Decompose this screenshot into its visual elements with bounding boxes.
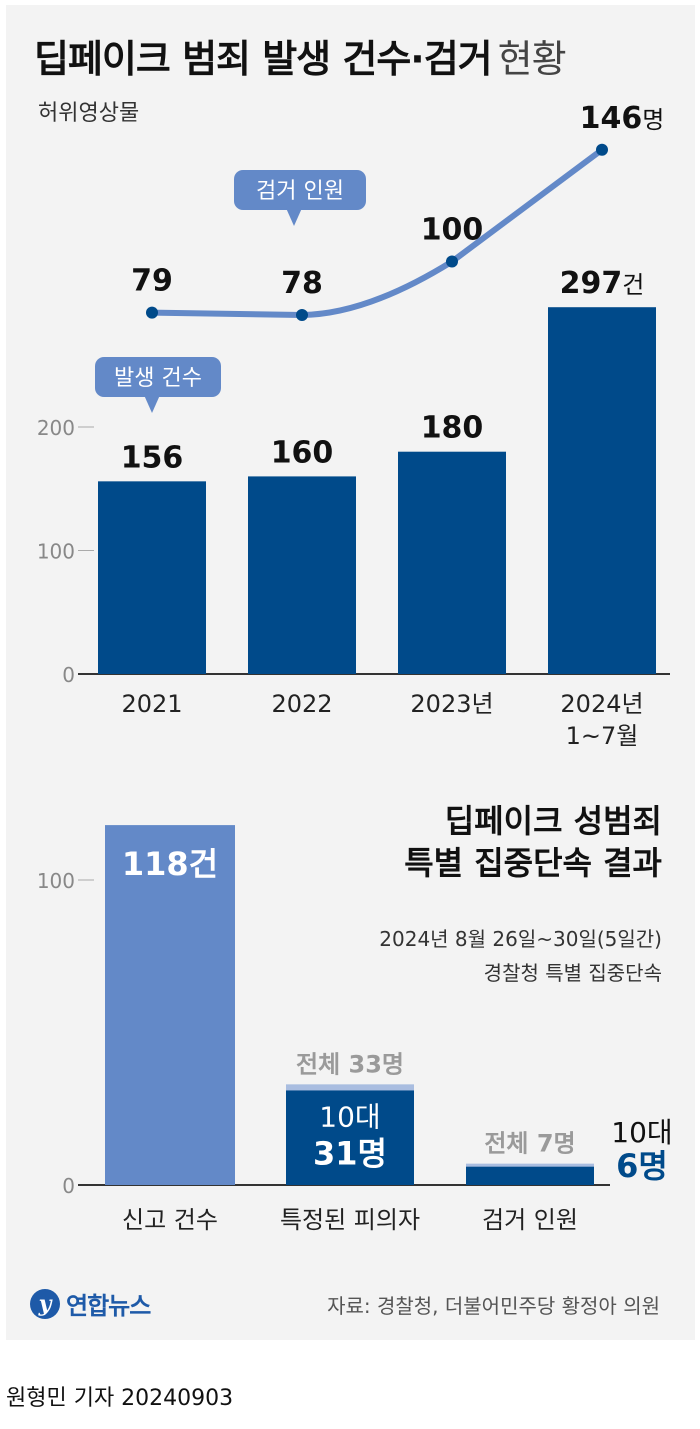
legend-bubble-cases-box: [95, 357, 221, 397]
bar-2023년: [398, 451, 506, 674]
x-tick-label-1: 2022: [271, 690, 332, 718]
line-value-label-1: 78: [281, 266, 323, 301]
bar-2024년: [548, 307, 656, 674]
top-chart-bars: [98, 307, 656, 674]
line-point-3: [596, 143, 608, 156]
bottom-x-tick-label-1: 특정된 피의자: [280, 1206, 420, 1234]
legend-bubble-cases: 발생 건수: [95, 357, 221, 413]
line-point-0: [146, 306, 158, 319]
bar-total-label-1: 전체 33명: [296, 1050, 404, 1078]
x-tick-label-0: 2021: [121, 690, 182, 718]
bottom-chart-subtitle: 2024년 8월 26일~30일(5일간) 경찰청 특별 집중단속: [379, 922, 662, 990]
bottom-y-tick-label-0: 0: [62, 1174, 75, 1198]
legend-bubble-arrests-box: [234, 170, 366, 210]
line-value-label-0: 79: [131, 264, 173, 299]
x-tick-label-2: 2023년: [410, 690, 493, 718]
byline: 원형민 기자 20240903: [6, 1386, 234, 1411]
bar-teen-1: [286, 1090, 414, 1185]
line-arrests: [151, 147, 604, 318]
bar-2021: [98, 481, 206, 674]
bar-value-label-0: 156: [121, 440, 184, 475]
x-tick-label-3: 1~7월: [566, 722, 639, 750]
chart-subtitle: 허위영상물: [38, 101, 140, 126]
bottom-chart-agency: 경찰청 특별 집중단속: [483, 961, 662, 985]
bar-total-label-2: 전체 7명: [484, 1130, 575, 1158]
bar-teen-label-2-line2: 6명: [616, 1147, 668, 1185]
line-value-label-2: 100: [421, 213, 484, 248]
line-point-1: [296, 309, 308, 321]
bottom-x-tick-label-2: 검거 인원: [482, 1206, 578, 1234]
legend-bubble-arrests-pointer: [286, 208, 302, 226]
page-title: 딥페이크 범죄 발생 건수·검거 현황: [34, 37, 567, 81]
y-tick-label-200: 200: [37, 416, 75, 440]
bottom-y-tick-label-100: 100: [37, 869, 75, 893]
y-tick-label-0: 0: [62, 663, 75, 687]
bar-reports: [105, 825, 235, 1185]
yonhap-logo-text: 연합뉴스: [66, 1292, 151, 1320]
x-tick-label-3: 2024년: [560, 690, 643, 718]
bar-2022: [248, 476, 356, 674]
bar-value-label-1: 160: [271, 435, 334, 470]
bottom-x-tick-label-0: 신고 건수: [122, 1206, 218, 1234]
bar-reports-label: 118건: [122, 845, 218, 883]
bar-value-label-2: 180: [421, 411, 484, 446]
legend-bubble-cases-pointer: [144, 395, 160, 413]
legend-bubble-arrests-text: 검거 인원: [256, 179, 344, 204]
yonhap-logo-icon: y: [30, 1288, 60, 1319]
legend-bubble-arrests: 검거 인원: [234, 170, 366, 226]
bar-teen-label-2-line1: 10대: [611, 1116, 672, 1149]
yonhap-logo: y 연합뉴스: [30, 1286, 151, 1321]
bottom-chart-title: 딥페이크 성범죄 특별 집중단속 결과: [404, 800, 662, 884]
source-note: 자료: 경찰청, 더불어민주당 황정아 의원: [327, 1294, 660, 1318]
bottom-chart-period: 2024년 8월 26일~30일(5일간): [379, 927, 662, 951]
bar-value-label-3: 297건: [560, 266, 645, 301]
line-point-2: [446, 255, 458, 268]
bottom-chart-bars: [105, 825, 594, 1185]
page-title-suffix: 현황: [497, 37, 567, 81]
bar-teen-label-1-line1: 10대: [319, 1100, 380, 1133]
bar-teen-label-1-line2: 31명: [313, 1134, 387, 1172]
bottom-chart-title-line2: 특별 집중단속 결과: [404, 844, 662, 882]
bottom-chart-title-line1: 딥페이크 성범죄: [444, 802, 662, 840]
top-chart-line: [146, 143, 608, 321]
bar-teen-2: [466, 1166, 594, 1185]
y-tick-label-100: 100: [37, 540, 75, 564]
legend-bubble-cases-text: 발생 건수: [114, 366, 202, 391]
line-value-label-3: 146명: [580, 101, 665, 136]
